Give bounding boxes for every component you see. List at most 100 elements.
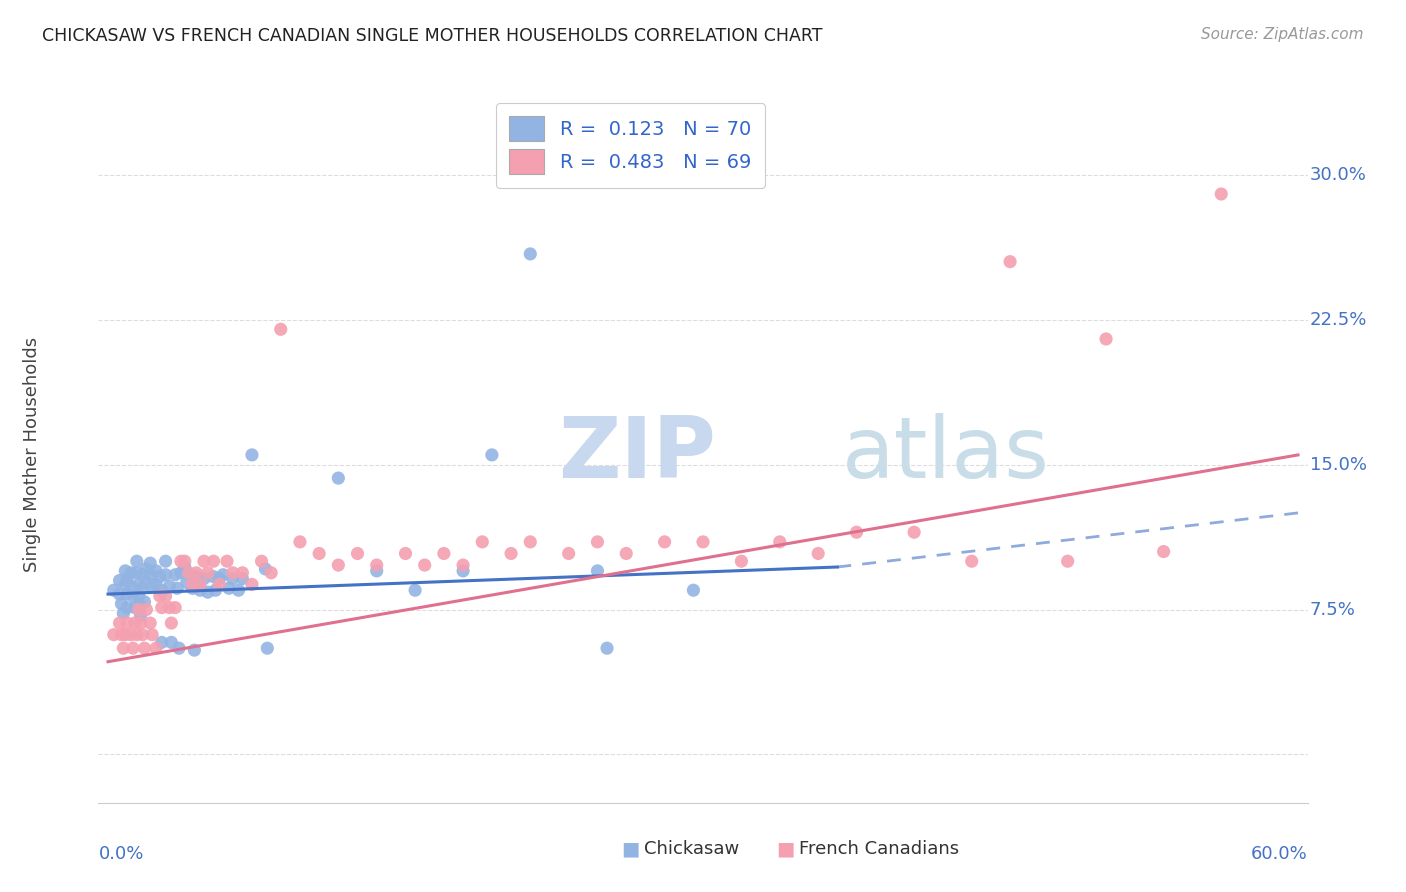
Point	[125, 566, 148, 580]
Point	[128, 577, 150, 591]
Point	[108, 615, 131, 630]
Point	[139, 615, 162, 630]
Point	[170, 554, 193, 568]
Point	[165, 600, 187, 615]
Legend: R =  0.123   N = 70, R =  0.483   N = 69: R = 0.123 N = 70, R = 0.483 N = 69	[496, 103, 765, 188]
Point	[155, 554, 177, 568]
Point	[181, 577, 204, 591]
Point	[125, 628, 148, 642]
Point	[124, 615, 146, 630]
Point	[115, 600, 138, 615]
Text: 15.0%: 15.0%	[1310, 456, 1367, 474]
Text: ZIP: ZIP	[558, 413, 716, 497]
Point	[730, 554, 752, 568]
Point	[586, 564, 609, 578]
Point	[115, 587, 138, 601]
Text: 30.0%: 30.0%	[1310, 166, 1367, 184]
Point	[654, 535, 676, 549]
Point	[155, 567, 177, 582]
Point	[692, 535, 714, 549]
Point	[193, 572, 215, 586]
Point	[150, 600, 173, 615]
Point	[186, 566, 208, 580]
Point	[160, 615, 183, 630]
Point	[122, 589, 145, 603]
Point	[204, 583, 226, 598]
Point	[433, 546, 456, 561]
Point	[228, 583, 250, 598]
Text: Source: ZipAtlas.com: Source: ZipAtlas.com	[1201, 27, 1364, 42]
Point	[115, 615, 138, 630]
Point	[471, 535, 494, 549]
Point	[240, 448, 263, 462]
Point	[122, 641, 145, 656]
Point	[188, 583, 211, 598]
Point	[250, 554, 273, 568]
Point	[125, 554, 148, 568]
Point	[451, 564, 474, 578]
Point	[165, 567, 187, 582]
Point	[114, 628, 136, 642]
Point	[270, 322, 292, 336]
Point	[183, 643, 205, 657]
Point	[519, 247, 541, 261]
Point	[149, 589, 172, 603]
Point	[145, 577, 167, 591]
Point	[1211, 187, 1233, 202]
Point	[197, 585, 219, 599]
Point	[903, 525, 925, 540]
Text: 0.0%: 0.0%	[98, 845, 143, 863]
Point	[288, 535, 311, 549]
Text: 22.5%: 22.5%	[1310, 310, 1368, 328]
Point	[139, 556, 162, 570]
Point	[328, 471, 350, 485]
Point	[519, 535, 541, 549]
Point	[212, 567, 235, 582]
Text: ■: ■	[776, 839, 794, 859]
Point	[1056, 554, 1078, 568]
Point	[366, 558, 388, 573]
Point	[112, 641, 135, 656]
Point	[114, 564, 136, 578]
Point	[131, 567, 153, 582]
Point	[129, 608, 152, 623]
Point	[120, 579, 142, 593]
Point	[177, 566, 200, 580]
Point	[108, 587, 131, 601]
Point	[166, 582, 188, 596]
Point	[155, 589, 177, 603]
Point	[845, 525, 868, 540]
Point	[222, 572, 245, 586]
Point	[596, 641, 619, 656]
Point	[112, 607, 135, 621]
Point	[159, 600, 181, 615]
Point	[394, 546, 416, 561]
Text: ■: ■	[621, 839, 640, 859]
Point	[129, 599, 152, 613]
Point	[181, 582, 204, 596]
Point	[128, 602, 150, 616]
Point	[193, 554, 215, 568]
Point	[115, 572, 138, 586]
Point	[108, 574, 131, 588]
Point	[120, 566, 142, 580]
Point	[682, 583, 704, 598]
Point	[170, 566, 193, 580]
Point	[188, 577, 211, 591]
Point	[135, 562, 157, 576]
Point	[128, 589, 150, 603]
Point	[134, 641, 156, 656]
Point	[481, 448, 503, 462]
Point	[145, 564, 167, 578]
Point	[451, 558, 474, 573]
Point	[180, 567, 202, 582]
Point	[202, 554, 225, 568]
Point	[135, 575, 157, 590]
Point	[103, 583, 125, 598]
Text: CHICKASAW VS FRENCH CANADIAN SINGLE MOTHER HOUSEHOLDS CORRELATION CHART: CHICKASAW VS FRENCH CANADIAN SINGLE MOTH…	[42, 27, 823, 45]
Point	[197, 566, 219, 580]
Point	[308, 546, 330, 561]
Point	[222, 566, 245, 580]
Point	[998, 254, 1021, 268]
Text: Chickasaw: Chickasaw	[644, 840, 740, 858]
